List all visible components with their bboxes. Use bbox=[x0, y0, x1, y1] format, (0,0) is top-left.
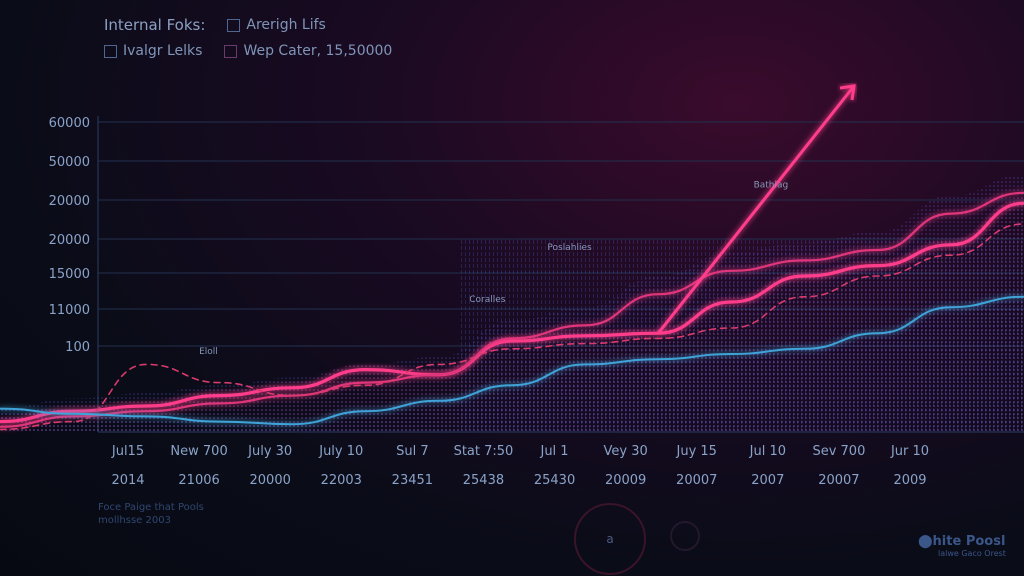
play-button[interactable]: a bbox=[574, 503, 646, 575]
legend-label: Wep Cater, 15,50000 bbox=[243, 43, 393, 59]
x-tick-label: Stat 7:50 bbox=[454, 444, 514, 459]
x-tick-sublabel: 23451 bbox=[392, 473, 433, 488]
brand-logo: ⬤hite Poosl lalwe Gaco Orest bbox=[918, 534, 1006, 558]
chart-legend: Internal Foks: Arerigh Lifs Ivalgr Lelks… bbox=[104, 16, 424, 68]
x-tick-label: New 700 bbox=[170, 444, 227, 459]
x-tick-label: Jul15 bbox=[111, 444, 144, 459]
chart-annotation: Poslahlies bbox=[547, 243, 592, 253]
x-tick-label: Sul 7 bbox=[396, 444, 429, 459]
legend-checkbox[interactable] bbox=[224, 44, 238, 58]
x-tick-sublabel: 20007 bbox=[818, 473, 859, 488]
x-tick-sublabel: 21006 bbox=[178, 473, 219, 488]
chart-series-lines bbox=[0, 84, 1024, 431]
legend-label: Arerigh Lifs bbox=[246, 17, 326, 33]
x-tick-sublabel: 20000 bbox=[250, 473, 291, 488]
y-tick-label: 50000 bbox=[49, 155, 90, 170]
play-label: a bbox=[606, 532, 614, 546]
trend-arrow bbox=[657, 85, 856, 335]
x-tick-label: Jul 10 bbox=[749, 444, 786, 459]
y-tick-label: 11000 bbox=[49, 303, 90, 318]
y-tick-label: 60000 bbox=[49, 116, 90, 131]
legend-item-internal: Internal Foks: bbox=[104, 16, 205, 34]
x-tick-sublabel: 2014 bbox=[111, 473, 144, 488]
series-line-primary bbox=[0, 201, 1024, 424]
chart-annotation: Eloll bbox=[199, 347, 218, 357]
footer-caption-line1: Foce Paige that Pools bbox=[98, 502, 204, 513]
x-tick-sublabel: 20009 bbox=[605, 473, 646, 488]
line-chart: 60000 50000 20000 20000 15000 11000 100 Jul15 2… bbox=[0, 84, 1024, 488]
mesh-area-blue bbox=[0, 296, 1024, 432]
x-tick-sublabel: 22003 bbox=[321, 473, 362, 488]
x-tick-sublabel: 25438 bbox=[463, 473, 504, 488]
legend-row-2: Ivalgr Lelks Wep Cater, 15,50000 bbox=[104, 43, 424, 59]
legend-label: Ivalgr Lelks bbox=[123, 43, 203, 59]
legend-item-arerigh[interactable]: Arerigh Lifs bbox=[227, 16, 326, 34]
y-axis-ticks: 60000 50000 20000 20000 15000 11000 100 bbox=[49, 116, 90, 355]
chart-annotation: Bathlag bbox=[754, 181, 789, 191]
legend-title: Internal Foks: bbox=[104, 16, 206, 34]
legend-checkbox[interactable] bbox=[227, 18, 241, 32]
series-line-blue bbox=[0, 295, 1024, 426]
trend-arrow-head bbox=[839, 84, 856, 101]
legend-row-1: Internal Foks: Arerigh Lifs bbox=[104, 16, 424, 34]
brand-name: ⬤hite Poosl bbox=[918, 534, 1006, 549]
x-tick-label: Jur 10 bbox=[890, 444, 929, 459]
legend-item-ivalgr[interactable]: Ivalgr Lelks bbox=[104, 43, 202, 59]
x-tick-label: July 30 bbox=[247, 444, 292, 459]
x-tick-sublabel: 2009 bbox=[893, 473, 926, 488]
chart-mesh-areas bbox=[0, 174, 1024, 433]
footer-caption: Foce Paige that Pools mollhsse 2003 bbox=[98, 501, 204, 527]
x-tick-sublabel: 25430 bbox=[534, 473, 575, 488]
chart-annotation: Coralles bbox=[469, 295, 506, 305]
brand-tagline: lalwe Gaco Orest bbox=[938, 549, 1006, 558]
series-line-dashed bbox=[0, 223, 1024, 431]
y-tick-label: 20000 bbox=[49, 233, 90, 248]
x-axis-ticks: Jul15 2014 New 700 21006 July 30 20000 July 10… bbox=[111, 444, 929, 488]
x-tick-label: Juy 15 bbox=[676, 444, 717, 459]
legend-checkbox[interactable] bbox=[104, 44, 117, 58]
x-tick-label: Vey 30 bbox=[604, 444, 648, 459]
chart-annotations: Eloll Coralles Poslahlies Bathlag bbox=[199, 181, 788, 357]
x-tick-label: Sev 700 bbox=[812, 444, 865, 459]
y-tick-label: 15000 bbox=[49, 267, 90, 282]
footer-caption-line2: mollhsse 2003 bbox=[98, 515, 171, 526]
x-tick-label: Jul 1 bbox=[539, 444, 568, 459]
series-line-secondary bbox=[0, 191, 1024, 428]
x-tick-label: July 10 bbox=[318, 444, 363, 459]
legend-item-wep[interactable]: Wep Cater, 15,50000 bbox=[224, 43, 392, 59]
y-tick-label: 20000 bbox=[49, 194, 90, 209]
secondary-button[interactable] bbox=[670, 521, 700, 551]
y-tick-label: 100 bbox=[65, 340, 90, 355]
x-tick-sublabel: 2007 bbox=[751, 473, 784, 488]
x-tick-sublabel: 20007 bbox=[676, 473, 717, 488]
